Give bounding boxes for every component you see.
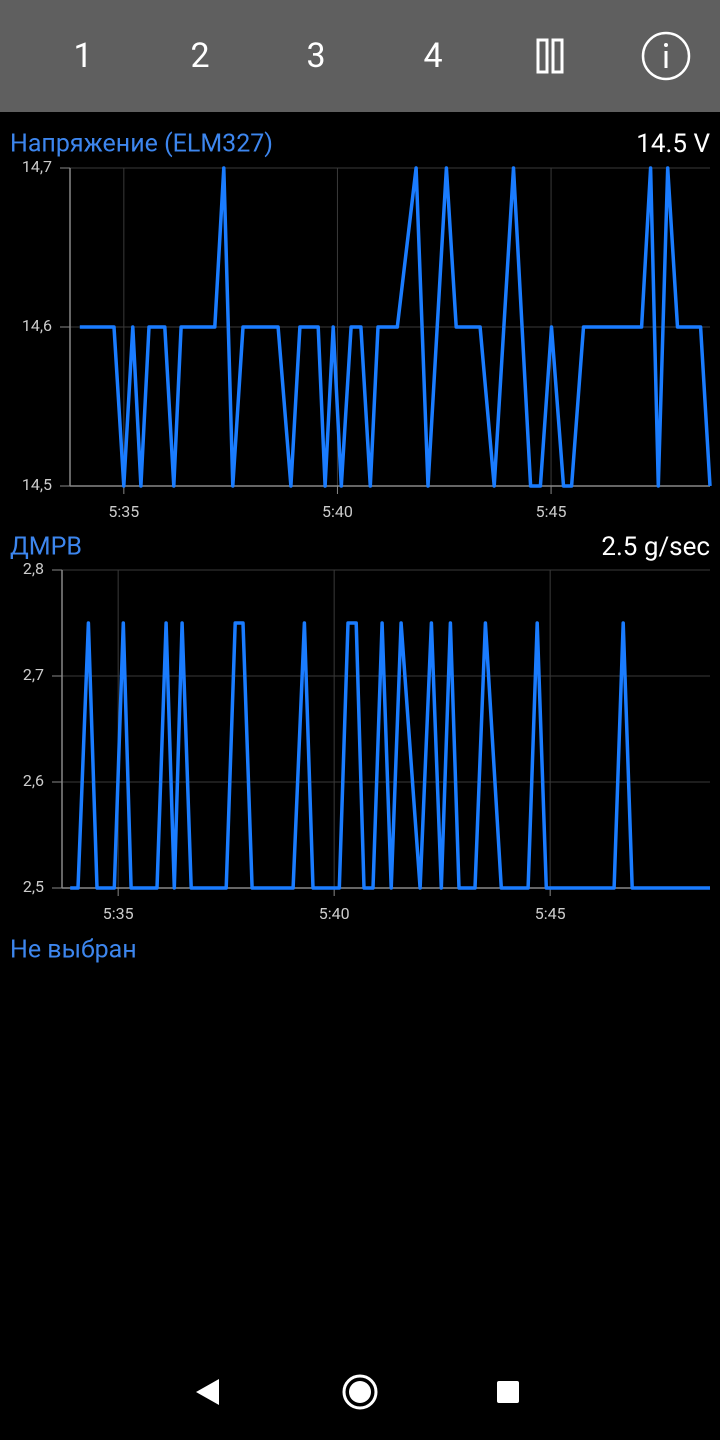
pause-bar (536, 38, 549, 74)
nav-home-dot (349, 1381, 371, 1403)
y-tick-label: 14,6 (22, 316, 52, 335)
series-line (79, 166, 712, 488)
pause-button[interactable] (536, 38, 564, 74)
x-tick-label: 5:45 (536, 502, 567, 521)
panel-title: Не выбран (10, 936, 137, 965)
tab[interactable]: 3 (306, 36, 325, 76)
x-tick-label: 5:45 (535, 904, 566, 923)
x-tick-label: 5:35 (103, 904, 134, 923)
panel-title: Напряжение (ELM327) (10, 130, 273, 159)
x-tick-label: 5:40 (322, 502, 353, 521)
readout: 2.5 g/sec (601, 532, 710, 562)
readout: 14.5 V (636, 129, 710, 159)
nav-back[interactable] (196, 1379, 219, 1405)
info-circle (641, 31, 691, 81)
series-line (70, 621, 710, 890)
x-tick-label: 5:35 (108, 502, 139, 521)
y-tick-label: 14,5 (22, 475, 52, 494)
tab[interactable]: 4 (423, 36, 442, 76)
info-stem (664, 51, 668, 68)
toolbar (0, 0, 720, 112)
nav-recent[interactable] (497, 1381, 519, 1403)
info-button[interactable] (641, 31, 691, 81)
nav-home[interactable] (342, 1374, 378, 1410)
nav-bar (196, 1374, 519, 1410)
pause-bar (551, 38, 564, 74)
x-tick-label: 5:40 (319, 904, 350, 923)
y-tick-label: 2,5 (23, 877, 44, 896)
y-tick-label: 14,7 (22, 157, 52, 176)
y-tick-label: 2,6 (23, 771, 44, 790)
tab[interactable]: 1 (73, 36, 92, 76)
info-dot (664, 43, 668, 47)
y-tick-label: 2,8 (23, 559, 44, 578)
y-tick-label: 2,7 (23, 665, 44, 684)
panel-title: ДМРВ (10, 533, 82, 562)
tab[interactable]: 2 (190, 36, 209, 76)
